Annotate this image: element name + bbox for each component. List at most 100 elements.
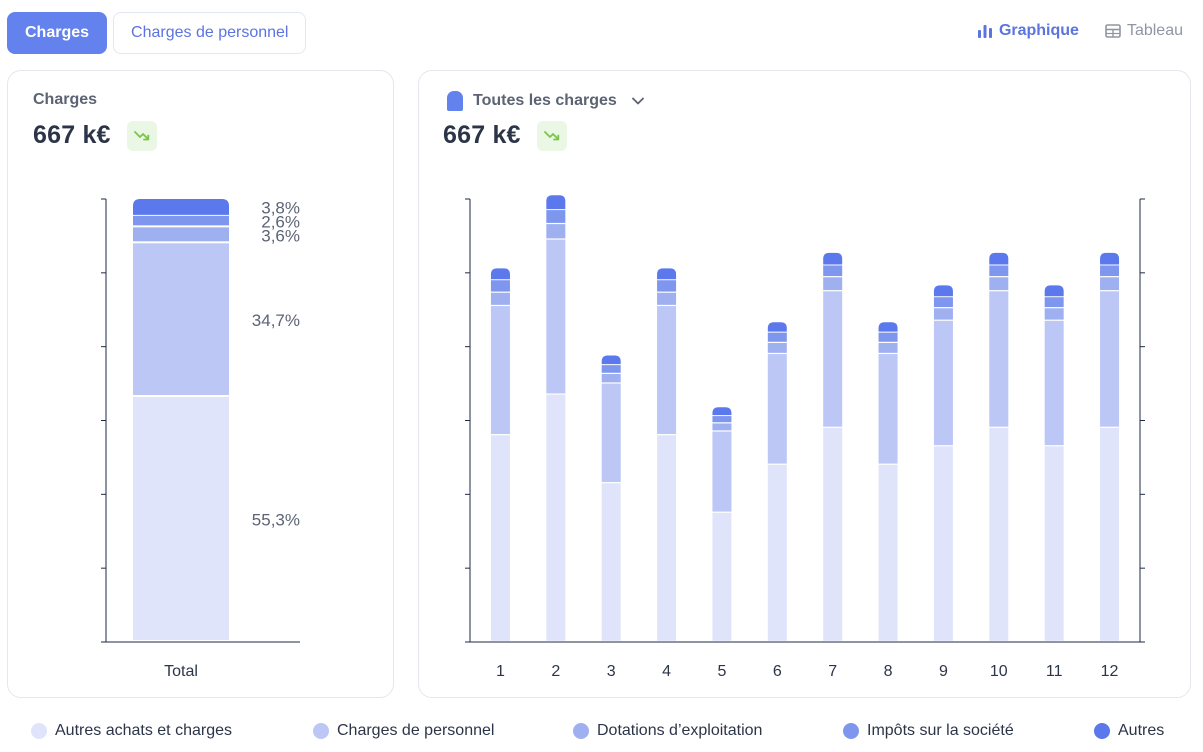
bar-segment-1[interactable] [133,243,229,396]
bar-segment-4 [601,355,621,365]
bar-segment-0 [546,394,566,641]
bar-segment-0 [1044,446,1064,641]
bar-segment-2 [712,423,732,431]
right-chart-axes [465,198,1145,643]
charges-category-dropdown[interactable]: Toutes les charges [447,91,645,111]
bar-segment-3 [878,332,898,342]
bar-segment-0 [878,464,898,641]
bar-segment-0 [1100,427,1120,641]
bar-segment-4 [1100,252,1120,265]
x-tick-label: 6 [773,663,782,680]
monthly-charges-card: Toutes les charges 667 k€ 1 2 3 4 5 6 7 8 9 10 11 1… [418,70,1191,698]
bar-month-9[interactable] [933,285,953,641]
bar-segment-4 [490,268,510,280]
bar-segment-3[interactable] [133,215,229,226]
bar-segment-2 [878,342,898,353]
bar-segment-1 [767,354,787,464]
bar-segment-3 [823,265,843,277]
legend-dot [31,723,47,739]
data-label-4: 3,8% [261,198,300,217]
legend-item-charges-personnel[interactable]: Charges de personnel [313,722,494,740]
bar-segment-0 [767,464,787,641]
bar-segment-2 [933,308,953,320]
bar-segment-1 [601,383,621,483]
bar-segment-3 [1100,265,1120,277]
bar-month-8[interactable] [878,322,898,641]
legend-item-autres[interactable]: Autres [1094,722,1164,740]
bar-segment-4 [823,252,843,265]
table-view-button[interactable]: Tableau [1105,22,1183,40]
tab-charges[interactable]: Charges [7,12,108,54]
bar-segment-2 [1044,308,1064,320]
bar-month-12[interactable] [1100,252,1120,641]
dropdown-label: Toutes les charges [473,92,617,109]
bar-segment-3 [490,280,510,292]
bar-segment-4 [1044,285,1064,297]
legend-item-impots[interactable]: Impôts sur la société [843,722,1014,740]
x-tick-label: 5 [717,663,726,680]
bar-segment-0 [823,427,843,641]
right-chart-bars [490,195,1120,641]
bar-segment-0[interactable] [133,397,229,640]
bar-segment-4 [878,322,898,332]
x-tick-label: 12 [1101,663,1119,680]
bar-month-4[interactable] [657,268,677,641]
bar-segment-4 [712,407,732,416]
x-tick-label: 10 [990,663,1008,680]
bar-segment-1 [490,306,510,435]
bar-month-3[interactable] [601,355,621,641]
bar-segment-1 [657,306,677,435]
legend-label: Autres achats et charges [55,722,232,739]
bar-month-7[interactable] [823,252,843,641]
bar-segment-2[interactable] [133,227,229,242]
total-stacked-chart: 55,3% 34,7% 3,6%2,6%3,8% Total [101,198,300,680]
bar-month-2[interactable] [546,195,566,641]
graph-view-button[interactable]: Graphique [977,22,1079,40]
bar-segment-2 [767,342,787,353]
bar-segment-2 [601,373,621,383]
bar-segment-4 [657,268,677,280]
bar-segment-3 [1044,297,1064,308]
chart-legend: Autres achats et charges Charges de pers… [0,722,1203,746]
total-charges-card: Charges 667 k€ 55,3% 34,7% 3,6% 2,6% 3,8% To… [7,70,394,698]
graph-view-label: Graphique [998,22,1079,39]
left-chart-labels: 55,3% 34,7% 3,6%2,6%3,8% [252,198,300,529]
x-tick-label: 8 [884,663,893,680]
table-icon [1105,24,1121,38]
x-tick-label: 2 [551,663,560,680]
left-chart-bars [133,199,229,640]
legend-dot [1094,723,1110,739]
bar-month-10[interactable] [989,252,1009,641]
data-label-1: 34,7% [252,311,300,330]
monthly-total-amount: 667 k€ [443,121,521,149]
legend-label: Autres [1118,722,1165,739]
monthly-stacked-chart: 1 2 3 4 5 6 7 8 9 10 11 12 [465,195,1145,680]
trend-down-badge [537,121,567,151]
bar-segment-0 [657,435,677,641]
bar-month-1[interactable] [490,268,510,641]
bar-segment-1 [989,291,1009,427]
bar-segment-3 [767,332,787,342]
bar-month-5[interactable] [712,407,732,641]
tab-charges-de-personnel[interactable]: Charges de personnel [113,12,307,54]
bar-month-6[interactable] [767,322,787,641]
bar-segment-3 [933,297,953,308]
bar-segment-1 [1100,291,1120,427]
bar-segment-1 [1044,320,1064,446]
x-tick-label: 11 [1046,663,1063,680]
legend-label: Impôts sur la société [867,722,1014,739]
bar-segment-4[interactable] [133,199,229,215]
bar-segment-2 [823,277,843,291]
total-amount: 667 k€ [33,121,111,149]
bar-month-11[interactable] [1044,285,1064,641]
bar-segment-0 [712,512,732,641]
bar-segment-0 [989,427,1009,641]
bar-segment-1 [712,431,732,512]
x-tick-label: 4 [662,663,671,680]
trend-down-icon [134,131,150,141]
legend-item-autres-achats[interactable]: Autres achats et charges [31,722,232,740]
bar-segment-3 [546,210,566,223]
legend-item-dotations[interactable]: Dotations d’exploitation [573,722,762,740]
chevron-down-icon [631,97,644,105]
card-title: Charges [33,91,98,108]
